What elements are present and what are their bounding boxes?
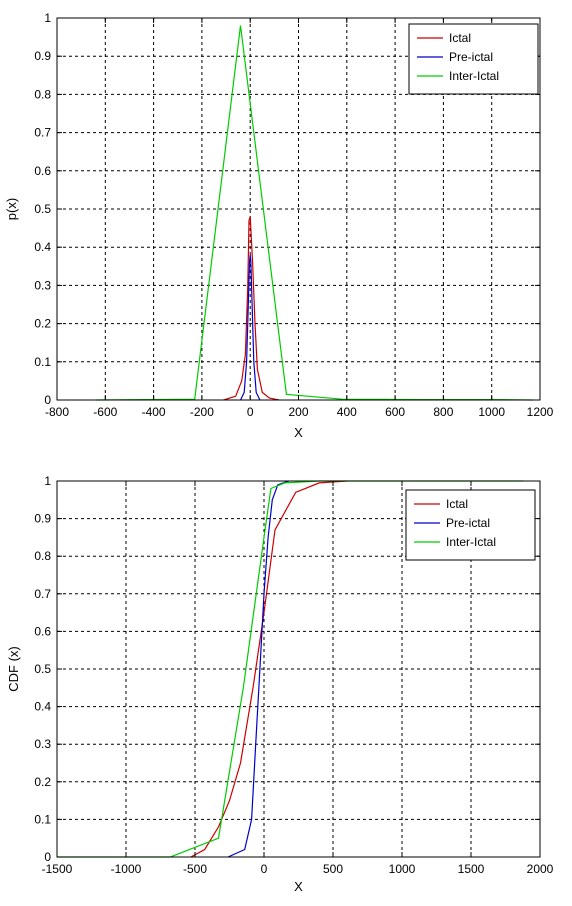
x-tick-label: 600 <box>385 405 405 419</box>
x-tick-label: 1200 <box>527 405 554 419</box>
y-tick-label: 0.2 <box>34 775 51 789</box>
x-tick-label: 2000 <box>527 862 554 876</box>
y-tick-label: 0.3 <box>34 737 51 751</box>
y-tick-label: 1 <box>44 474 51 488</box>
series-line-pre-ictal <box>227 480 289 858</box>
series-line-pre-ictal <box>239 254 261 401</box>
y-tick-label: 0 <box>44 393 51 407</box>
legend-label: Ictal <box>449 31 471 45</box>
legend-label: Inter-Ictal <box>449 69 499 83</box>
chart-panel-2: -1500 -1000 -500 0 500 1000 1500 2000 0 0.1 0.2 0.3… <box>6 474 554 894</box>
x-tick-label: -600 <box>93 405 117 419</box>
y-axis-label: p(x) <box>4 198 19 220</box>
y-tick-label: 0 <box>44 850 51 864</box>
x-tick-label: 1500 <box>458 862 485 876</box>
series-line-ictal <box>190 480 347 858</box>
legend: Ictal Pre-ictal Inter-Ictal <box>405 489 536 561</box>
y-tick-label: 0.5 <box>34 202 51 216</box>
y-tick-label: 0.9 <box>34 49 51 63</box>
x-tick-label: 0 <box>247 405 254 419</box>
y-tick-label: 0.4 <box>34 700 51 714</box>
x-tick-label: 0 <box>261 862 268 876</box>
legend-box <box>408 23 539 95</box>
y-tick-label: 0.7 <box>34 126 51 140</box>
x-axis-label: X <box>294 879 303 894</box>
x-tick-label: 800 <box>433 405 453 419</box>
x-tick-label: -400 <box>142 405 166 419</box>
x-tick-label: -1000 <box>111 862 142 876</box>
y-tick-label: 0.7 <box>34 587 51 601</box>
y-tick-label: 0.6 <box>34 164 51 178</box>
legend-label: Ictal <box>446 497 468 511</box>
x-tick-label: -500 <box>183 862 207 876</box>
x-tick-label: 400 <box>337 405 357 419</box>
x-tick-label: -800 <box>45 405 69 419</box>
x-tick-label: 1000 <box>478 405 505 419</box>
y-tick-label: 0.6 <box>34 624 51 638</box>
x-tick-label: 500 <box>323 862 343 876</box>
legend-label: Inter-Ictal <box>446 535 496 549</box>
y-tick-label: 0.4 <box>34 240 51 254</box>
y-tick-label: 0.1 <box>34 355 51 369</box>
x-tick-label: -1500 <box>42 862 73 876</box>
y-axis-label: CDF (x) <box>6 646 21 692</box>
x-tick-label: 1000 <box>389 862 416 876</box>
y-tick-label: 0.8 <box>34 87 51 101</box>
x-axis-label: X <box>294 425 303 440</box>
legend-box <box>405 489 536 561</box>
y-tick-label: 0.1 <box>34 812 51 826</box>
chart-panel-1: -800 -600 -400 -200 0 200 400 600 800 1000 1200 0 0.… <box>4 11 554 440</box>
legend: Ictal Pre-ictal Inter-Ictal <box>408 23 539 95</box>
legend-label: Pre-ictal <box>449 50 493 64</box>
x-tick-label: -200 <box>190 405 214 419</box>
y-tick-label: 0.8 <box>34 549 51 563</box>
y-tick-label: 0.3 <box>34 278 51 292</box>
x-tick-label: 200 <box>288 405 308 419</box>
y-tick-label: 1 <box>44 11 51 25</box>
y-tick-label: 0.2 <box>34 317 51 331</box>
legend-label: Pre-ictal <box>446 516 490 530</box>
y-tick-label: 0.5 <box>34 662 51 676</box>
y-tick-label: 0.9 <box>34 512 51 526</box>
series-line-ictal <box>223 216 280 401</box>
